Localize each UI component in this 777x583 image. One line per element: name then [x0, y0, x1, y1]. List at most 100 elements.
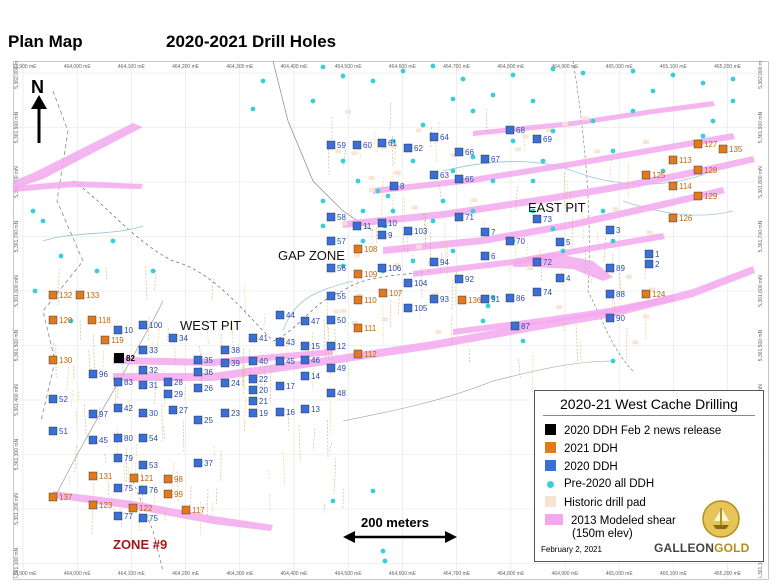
drill-hole-26[interactable]: 26 [193, 383, 213, 393]
drill-hole-21[interactable]: 21 [248, 396, 268, 406]
drill-hole-133[interactable]: 133 [75, 290, 100, 300]
drill-hole-130[interactable]: 130 [48, 355, 73, 365]
drill-hole-1[interactable]: 1 [644, 249, 660, 259]
drill-hole-71[interactable]: 71 [454, 212, 474, 222]
drill-hole-128[interactable]: 128 [693, 165, 718, 175]
drill-hole-88[interactable]: 88 [605, 289, 625, 299]
drill-hole-111[interactable]: 111 [353, 323, 377, 333]
drill-hole-8[interactable]: 8 [389, 181, 405, 191]
drill-hole-87[interactable]: 87 [510, 321, 530, 331]
drill-hole-75[interactable]: 75 [113, 483, 133, 493]
drill-hole-36[interactable]: 36 [193, 367, 213, 377]
drill-hole-96[interactable]: 96 [88, 369, 108, 379]
drill-hole-63[interactable]: 63 [429, 170, 449, 180]
drill-hole-94[interactable]: 94 [429, 257, 449, 267]
drill-hole-58[interactable]: 58 [326, 212, 346, 222]
drill-hole-73[interactable]: 73 [532, 214, 552, 224]
drill-hole-51[interactable]: 51 [48, 426, 68, 436]
drill-hole-24[interactable]: 24 [220, 378, 240, 388]
drill-hole-89[interactable]: 89 [605, 263, 625, 273]
drill-hole-48[interactable]: 48 [326, 388, 346, 398]
drill-hole-59[interactable]: 59 [326, 140, 346, 150]
drill-hole-110[interactable]: 110 [353, 295, 377, 305]
drill-hole-114[interactable]: 114 [668, 181, 692, 191]
drill-hole-68[interactable]: 68 [505, 125, 525, 135]
drill-hole-47[interactable]: 47 [300, 316, 320, 326]
drill-hole-35[interactable]: 35 [193, 355, 213, 365]
drill-hole-83[interactable]: 83 [113, 377, 133, 387]
drill-hole-66[interactable]: 66 [454, 147, 474, 157]
drill-hole-3[interactable]: 3 [605, 225, 621, 235]
drill-hole-120[interactable]: 120 [48, 315, 73, 325]
drill-hole-122[interactable]: 122 [128, 503, 153, 513]
drill-hole-52[interactable]: 52 [48, 394, 68, 404]
drill-hole-50[interactable]: 50 [326, 315, 346, 325]
drill-hole-15[interactable]: 15 [300, 341, 320, 351]
drill-hole-34[interactable]: 34 [168, 333, 188, 343]
drill-hole-123[interactable]: 123 [88, 500, 113, 510]
drill-hole-131[interactable]: 131 [88, 471, 113, 481]
drill-hole-105[interactable]: 105 [403, 303, 428, 313]
drill-hole-98[interactable]: 98 [163, 474, 183, 484]
drill-hole-33[interactable]: 33 [138, 345, 158, 355]
drill-hole-19[interactable]: 19 [248, 408, 268, 418]
drill-hole-45[interactable]: 45 [275, 356, 295, 366]
drill-hole-37[interactable]: 37 [193, 458, 213, 468]
drill-hole-77[interactable]: 77 [113, 511, 133, 521]
drill-hole-135[interactable]: 135 [718, 144, 743, 154]
plan-map[interactable]: 463,900 mE 463,900 mE 464,000 mE 464,000 mE… [13, 61, 767, 578]
drill-hole-27[interactable]: 27 [168, 405, 188, 415]
drill-hole-70[interactable]: 70 [505, 236, 525, 246]
drill-hole-43[interactable]: 43 [275, 337, 295, 347]
drill-hole-61[interactable]: 61 [377, 138, 397, 148]
drill-hole-60[interactable]: 60 [352, 140, 372, 150]
drill-hole-79[interactable]: 79 [113, 453, 133, 463]
drill-hole-100[interactable]: 100 [138, 320, 163, 330]
drill-hole-42[interactable]: 42 [113, 403, 133, 413]
drill-hole-69[interactable]: 69 [532, 134, 552, 144]
drill-hole-97[interactable]: 97 [88, 409, 108, 419]
drill-hole-10[interactable]: 10 [113, 325, 133, 335]
drill-hole-45[interactable]: 45 [88, 435, 108, 445]
drill-hole-108[interactable]: 108 [353, 244, 378, 254]
drill-hole-23[interactable]: 23 [220, 408, 240, 418]
drill-hole-80[interactable]: 80 [113, 433, 133, 443]
drill-hole-72[interactable]: 72 [532, 257, 552, 267]
drill-hole-76[interactable]: 76 [138, 485, 158, 495]
drill-hole-56[interactable]: 56 [326, 263, 346, 273]
drill-hole-103[interactable]: 103 [403, 226, 428, 236]
drill-hole-17[interactable]: 17 [275, 381, 295, 391]
drill-hole-38[interactable]: 38 [220, 345, 240, 355]
drill-hole-2[interactable]: 2 [644, 259, 660, 269]
drill-hole-46[interactable]: 46 [300, 355, 320, 365]
drill-hole-93[interactable]: 93 [429, 294, 449, 304]
drill-hole-13[interactable]: 13 [300, 404, 320, 414]
drill-hole-109[interactable]: 109 [353, 269, 378, 279]
drill-hole-129[interactable]: 129 [693, 191, 718, 201]
drill-hole-92[interactable]: 92 [454, 274, 474, 284]
drill-hole-22[interactable]: 22 [248, 374, 268, 384]
drill-hole-6[interactable]: 6 [480, 251, 496, 261]
drill-hole-29[interactable]: 29 [163, 389, 183, 399]
drill-hole-121[interactable]: 121 [129, 473, 154, 483]
drill-hole-104[interactable]: 104 [403, 278, 428, 288]
drill-hole-53[interactable]: 53 [138, 460, 158, 470]
drill-hole-49[interactable]: 49 [326, 363, 346, 373]
drill-hole-40[interactable]: 40 [248, 356, 268, 366]
drill-hole-7[interactable]: 7 [480, 227, 496, 237]
drill-hole-44[interactable]: 44 [275, 310, 295, 320]
drill-hole-16[interactable]: 16 [275, 407, 295, 417]
drill-hole-118[interactable]: 118 [87, 315, 111, 325]
drill-hole-91[interactable]: 91 [480, 294, 500, 304]
drill-hole-132[interactable]: 132 [48, 290, 73, 300]
drill-hole-5[interactable]: 5 [555, 237, 571, 247]
drill-hole-127[interactable]: 127 [693, 139, 718, 149]
drill-hole-106[interactable]: 106 [377, 263, 402, 273]
drill-hole-20[interactable]: 20 [248, 385, 268, 395]
drill-hole-31[interactable]: 31 [138, 380, 158, 390]
drill-hole-30[interactable]: 30 [138, 408, 158, 418]
drill-hole-32[interactable]: 32 [138, 365, 158, 375]
drill-hole-65[interactable]: 65 [454, 174, 474, 184]
drill-hole-67[interactable]: 67 [480, 154, 500, 164]
